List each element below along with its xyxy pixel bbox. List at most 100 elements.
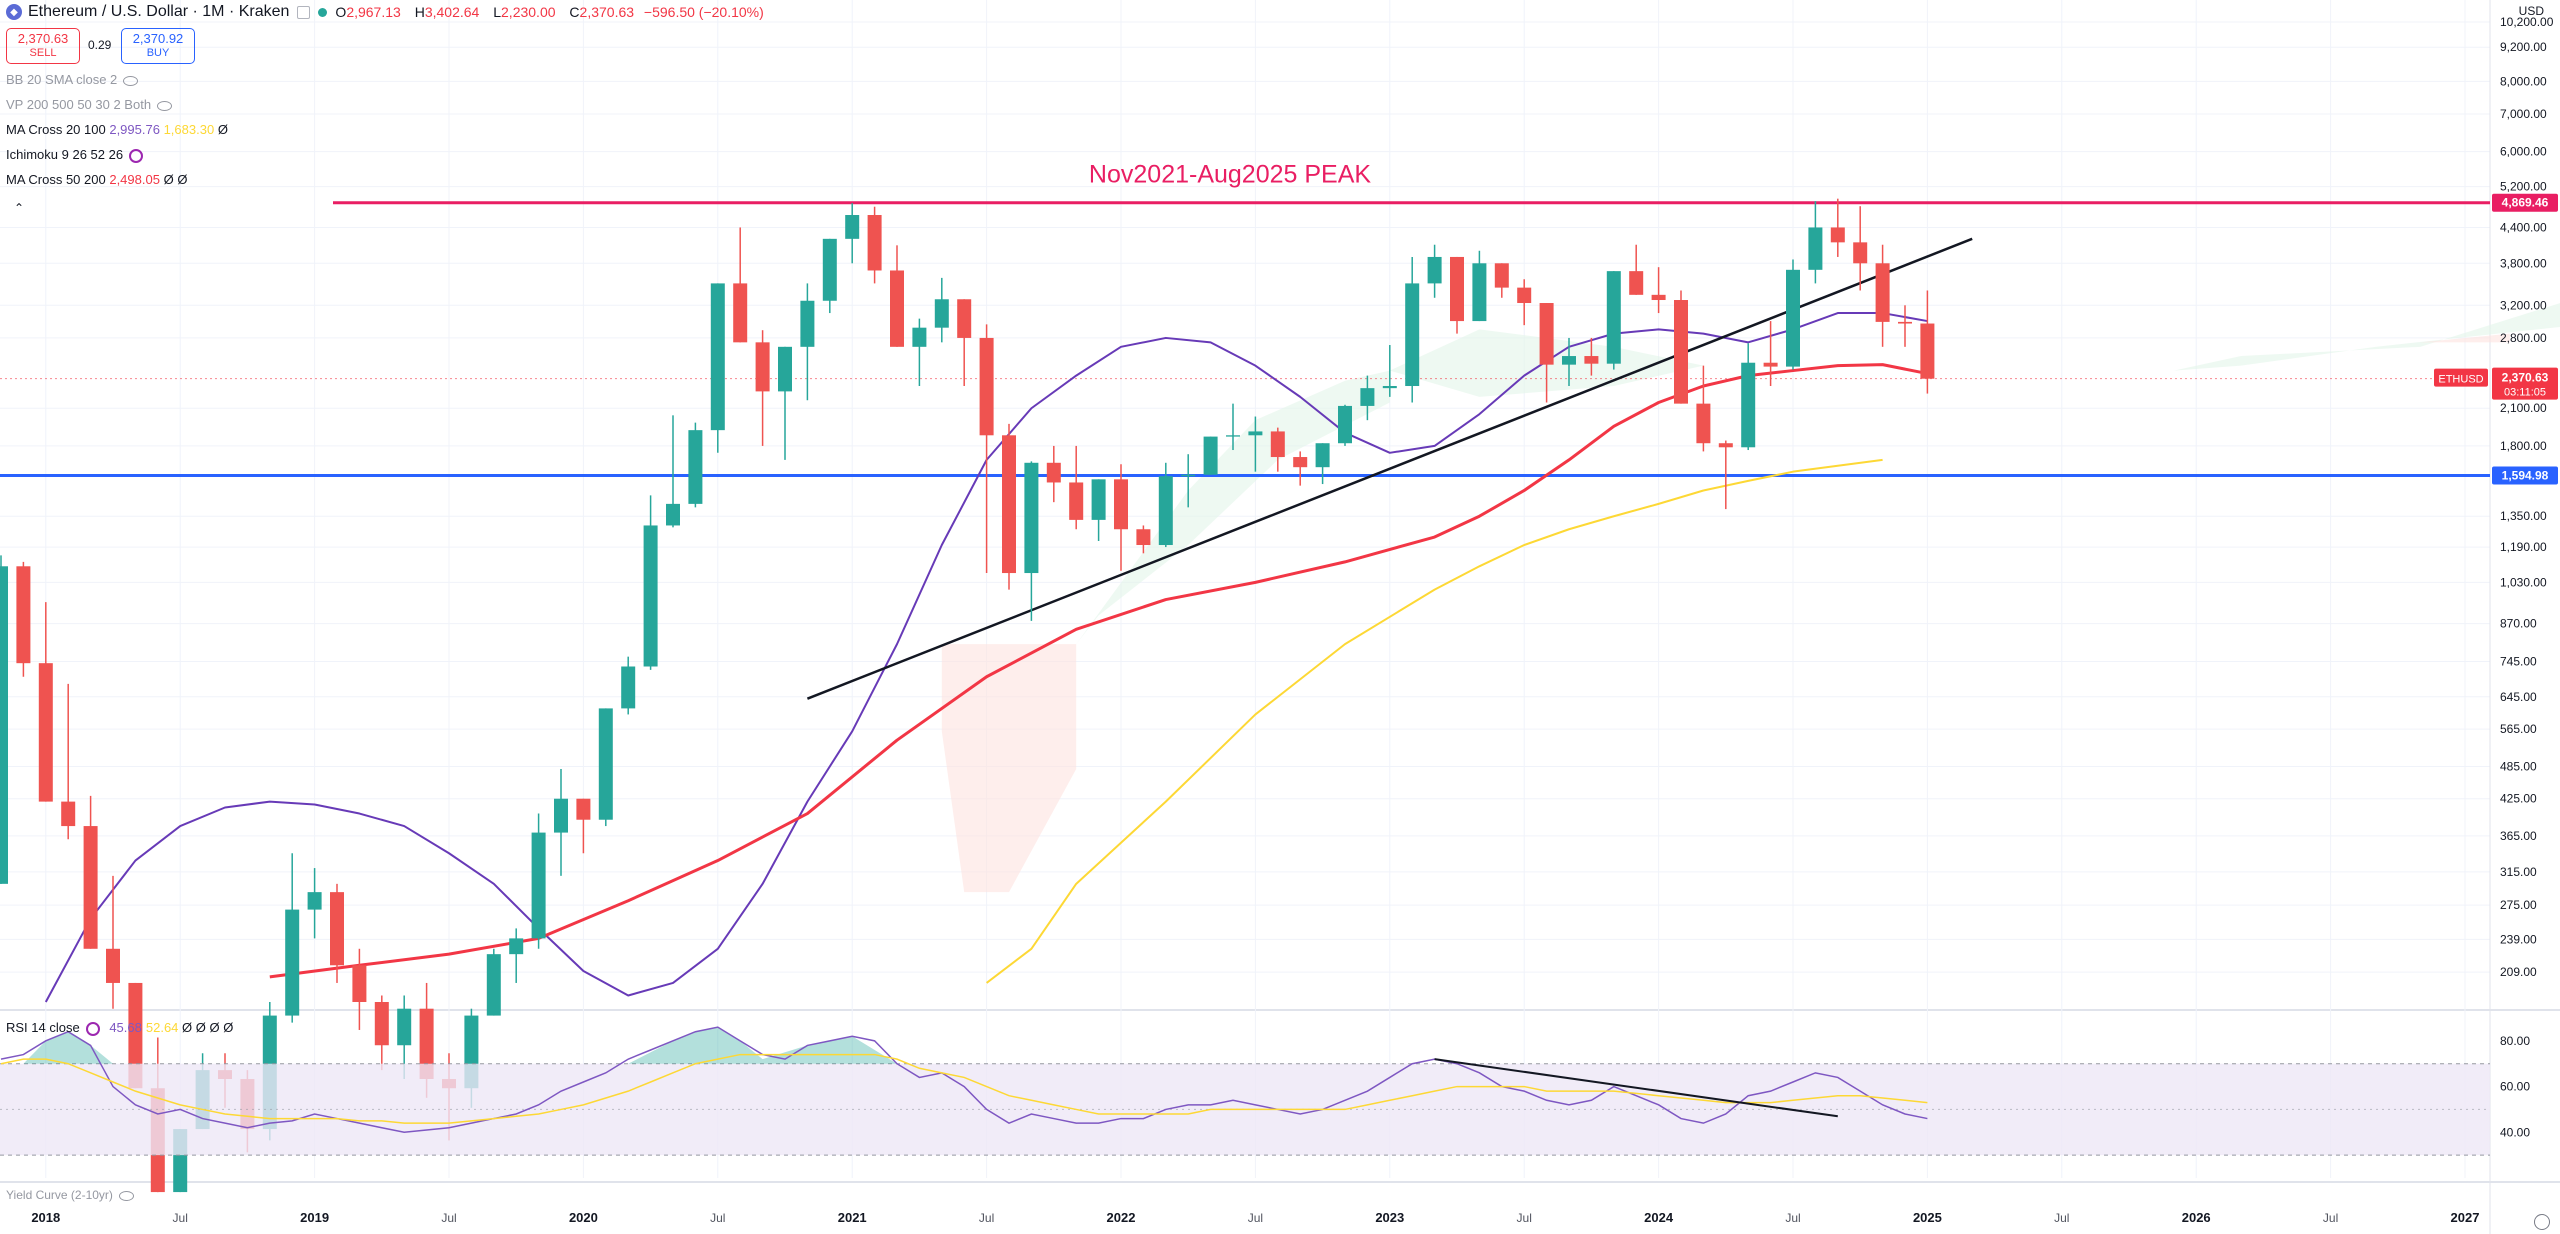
indicator-ma-cross-20-100[interactable]: MA Cross 20 100 2,995.76 1,683.30 Ø	[6, 122, 228, 137]
x-tick-label: Jul	[710, 1211, 725, 1225]
indicator-vp[interactable]: VP 200 500 50 30 2 Both	[6, 97, 173, 112]
low-value: 2,230.00	[501, 4, 556, 20]
candle-body	[1830, 227, 1845, 243]
candle-body	[710, 283, 725, 431]
rsi-divergence-line	[1434, 1058, 1838, 1118]
ichimoku-cloud-green	[1076, 370, 1390, 645]
y-tick-label: 7,000.00	[2500, 107, 2547, 121]
candle-body	[1024, 462, 1039, 574]
candle-body	[1741, 362, 1756, 448]
peak-annotation: Nov2021-Aug2025 PEAK	[1089, 161, 1371, 189]
candle-body	[1203, 436, 1218, 475]
support-price-tag-bg	[2492, 466, 2558, 485]
candle-body	[1472, 263, 1487, 322]
y-tick-label: 1,350.00	[2500, 509, 2547, 523]
buy-button[interactable]: 2,370.92 BUY	[121, 28, 195, 64]
settings-icon[interactable]	[129, 148, 144, 163]
candle-body	[1338, 405, 1352, 444]
candle-body	[1763, 362, 1778, 367]
candle-body	[1606, 271, 1621, 364]
settings-icon[interactable]	[85, 1021, 100, 1036]
candle-body	[1629, 271, 1644, 295]
settings-icon[interactable]	[2534, 1214, 2550, 1230]
candle-body	[1450, 256, 1464, 322]
x-tick-label: Jul	[441, 1211, 456, 1225]
candle-body	[1898, 321, 1912, 324]
y-tick-label: 275.00	[2500, 898, 2537, 912]
candle-body	[38, 663, 53, 802]
y-tick-label: 2,100.00	[2500, 401, 2547, 415]
y-tick-label: 645.00	[2500, 690, 2537, 704]
yield-curve-legend[interactable]: Yield Curve (2-10yr)	[6, 1188, 134, 1202]
indicator-bb[interactable]: BB 20 SMA close 2	[6, 72, 139, 87]
candle-body	[1562, 356, 1576, 365]
candle-body	[1786, 269, 1800, 367]
candle-body	[1002, 435, 1016, 574]
y-tick-label: 485.00	[2500, 759, 2537, 773]
y-tick-label: 239.00	[2500, 932, 2537, 946]
y-tick-label: 1,190.00	[2500, 540, 2547, 554]
candle-body	[733, 283, 748, 343]
hidden-eye-icon[interactable]	[118, 1190, 134, 1201]
candle-body	[1069, 482, 1084, 520]
y-tick-label: 3,800.00	[2500, 256, 2547, 270]
x-tick-label: Jul	[2054, 1211, 2069, 1225]
peak-price-tag: 4,869.46	[2502, 196, 2549, 210]
candle-body	[912, 327, 927, 347]
symbol-tag-bg	[2434, 368, 2488, 387]
x-tick-label: 2026	[2182, 1210, 2211, 1225]
candle-body	[1674, 300, 1688, 404]
rsi-legend[interactable]: RSI 14 close 45.68 52.64 Ø Ø Ø Ø	[6, 1020, 234, 1036]
candle-body	[1494, 263, 1509, 288]
last-price-tag-bg	[2492, 367, 2558, 400]
hidden-eye-icon[interactable]	[157, 100, 173, 111]
buy-price: 2,370.92	[132, 31, 184, 46]
candle-body	[61, 801, 76, 827]
indicator-ma-cross-50-200[interactable]: MA Cross 50 200 2,498.05 Ø Ø	[6, 172, 188, 187]
y-tick-label: 315.00	[2500, 865, 2537, 879]
candle-body	[1539, 303, 1554, 365]
y-tick-label: 565.00	[2500, 722, 2537, 736]
x-tick-label: 2021	[838, 1210, 867, 1225]
trend-line	[806, 237, 1973, 700]
candle-body	[419, 1008, 434, 1080]
candle-body	[330, 892, 344, 966]
flag-icon[interactable]	[297, 5, 311, 19]
y-tick-label: 4,400.00	[2500, 220, 2547, 234]
candle-body	[83, 826, 98, 949]
open-value: 2,967.13	[346, 4, 401, 20]
y-tick-label: 10,200.00	[2500, 15, 2554, 29]
candle-body	[1181, 474, 1196, 477]
candle-body	[1808, 227, 1823, 270]
candle-body	[554, 798, 568, 833]
symbol-title[interactable]: Ethereum / U.S. Dollar · 1M · Kraken	[28, 3, 290, 20]
y-tick-label: 745.00	[2500, 655, 2537, 669]
x-tick-label: 2024	[1644, 1210, 1674, 1225]
y-tick-label: 5,200.00	[2500, 180, 2547, 194]
ichimoku-cloud-red	[2420, 333, 2510, 343]
y-tick-label: 425.00	[2500, 792, 2537, 806]
candle-body	[1651, 294, 1666, 301]
candle-body	[1293, 457, 1308, 468]
collapse-legend-button[interactable]: ⌃	[13, 201, 25, 215]
candle-body	[307, 892, 322, 910]
currency-label[interactable]: USD	[2518, 4, 2544, 18]
candle-body	[1046, 462, 1061, 483]
x-tick-label: Jul	[1517, 1211, 1532, 1225]
candle-body	[1136, 529, 1151, 546]
candle-body	[531, 832, 546, 939]
spread-value: 0.29	[88, 38, 112, 52]
x-tick-label: 2027	[2451, 1210, 2480, 1225]
candle-body	[1718, 443, 1733, 448]
candle-body	[934, 299, 949, 328]
hidden-eye-icon[interactable]	[123, 75, 139, 86]
candle-body	[1091, 479, 1106, 520]
sell-button[interactable]: 2,370.63 SELL	[6, 28, 80, 64]
support-price-tag: 1,594.98	[2502, 468, 2549, 482]
x-tick-label: 2022	[1107, 1210, 1136, 1225]
y-tick-label: 6,000.00	[2500, 145, 2547, 159]
candle-body	[688, 430, 703, 504]
indicator-ichimoku[interactable]: Ichimoku 9 26 52 26	[6, 147, 144, 163]
candle-body	[957, 299, 972, 338]
